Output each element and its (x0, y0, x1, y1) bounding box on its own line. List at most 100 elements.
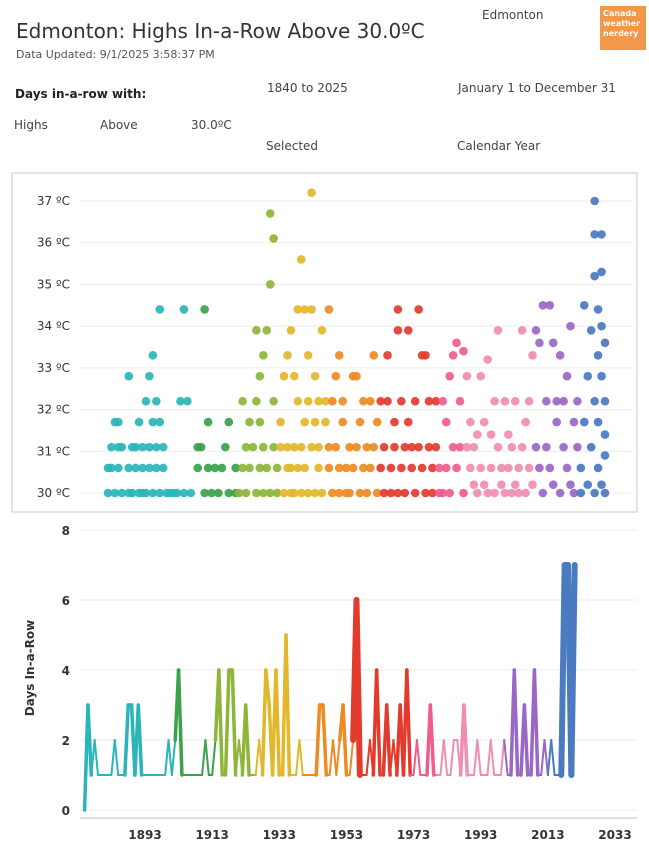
scatter-point (221, 442, 230, 452)
date-range[interactable]: January 1 to December 31 (458, 81, 616, 95)
year-selected[interactable]: Selected (266, 139, 319, 153)
line-segment (90, 739, 96, 776)
scatter-point (148, 417, 158, 427)
scatter-point (600, 451, 610, 460)
line-segment (164, 739, 170, 776)
scatter-point (459, 346, 468, 356)
line-segment (170, 739, 177, 776)
scatter-point (317, 326, 327, 335)
scatter-point (245, 463, 254, 473)
scatter-point (331, 442, 341, 452)
scatter-point (510, 480, 520, 489)
scatter-point (196, 442, 206, 452)
line-segment (353, 597, 363, 778)
threshold-selector[interactable]: 30.0ºC (191, 118, 232, 132)
scatter-point (500, 396, 510, 406)
scatter-point (296, 488, 306, 498)
scatter-point (538, 488, 548, 498)
scatter-point (107, 442, 116, 452)
scatter-point (300, 463, 310, 473)
scatter-point (593, 463, 603, 473)
scatter-point (597, 480, 606, 489)
scatter-point (241, 442, 251, 452)
scatter-point (528, 351, 537, 360)
scatter-point (296, 442, 306, 452)
above-selector[interactable]: Above (100, 118, 138, 132)
scatter-point (403, 417, 413, 427)
scatter-point (155, 305, 165, 314)
scatter-point (441, 463, 451, 473)
scatter-point (400, 442, 410, 452)
line-segment (113, 739, 120, 776)
scatter-point (466, 463, 475, 473)
scatter-point (193, 463, 203, 473)
logo-badge[interactable]: Canada weather nerdery (600, 6, 646, 50)
scatter-point (555, 351, 565, 360)
scatter-point (383, 396, 392, 406)
line-x-tick: 1933 (263, 828, 296, 842)
scatter-point (369, 442, 379, 452)
scatter-point (410, 396, 420, 406)
scatter-point (407, 463, 417, 473)
scatter-point (462, 442, 472, 452)
scatter-point (521, 488, 530, 498)
scatter-point (152, 463, 161, 473)
scatter-point (600, 338, 610, 348)
scatter-point (348, 463, 358, 473)
scatter-point (486, 463, 496, 473)
scatter-point (210, 463, 220, 473)
line-segment (211, 739, 217, 776)
scatter-point (148, 488, 158, 498)
scatter-point (424, 442, 434, 452)
line-segment (230, 668, 238, 777)
line-segment (389, 739, 395, 776)
highs-selector[interactable]: Highs (14, 118, 48, 132)
page-title: Edmonton: Highs In-a-Row Above 30.0ºC (16, 19, 425, 43)
scatter-point (300, 305, 310, 314)
scatter-point (158, 463, 168, 473)
year-range[interactable]: 1840 to 2025 (267, 81, 348, 95)
scatter-point (366, 396, 375, 406)
scatter-point (462, 371, 472, 381)
scatter-point (531, 326, 541, 335)
scatter-point (310, 417, 320, 427)
scatter-point (421, 488, 430, 498)
line-x-tick: 1953 (330, 828, 363, 842)
scatter-point (138, 442, 147, 452)
line-segment (546, 739, 553, 776)
scatter-point (597, 230, 606, 239)
scatter-point (590, 271, 599, 281)
line-segment (234, 739, 240, 776)
scatter-point (359, 463, 368, 473)
scatter-point (286, 326, 296, 335)
scatter-point (345, 442, 354, 452)
scatter-point (321, 396, 330, 406)
scatter-point (155, 417, 165, 427)
scatter-point (469, 442, 479, 452)
scatter-point (345, 488, 354, 498)
line-segment (428, 703, 436, 777)
scatter-point (600, 396, 610, 406)
scatter-point (158, 442, 168, 452)
scatter-point (428, 463, 437, 473)
scatter-point (372, 488, 382, 498)
scatter-point (455, 442, 465, 452)
scatter-point (238, 463, 247, 473)
scatter-point (379, 442, 389, 452)
scatter-point (583, 480, 593, 489)
line-y-tick: 4 (62, 664, 70, 678)
scatter-point (217, 463, 227, 473)
scatter-point (265, 209, 275, 218)
scatter-y-tick: 32 ºC (37, 403, 70, 417)
line-segment (462, 703, 470, 777)
scatter-point (552, 417, 561, 427)
scatter-point (314, 396, 323, 406)
scatter-point (334, 463, 344, 473)
scatter-point (559, 396, 568, 406)
scatter-point (314, 463, 323, 473)
date-selected[interactable]: Calendar Year (457, 139, 541, 153)
scatter-point (224, 488, 234, 498)
logo-line-2: weather (603, 19, 641, 28)
scatter-point (573, 396, 582, 406)
line-segment (321, 703, 329, 777)
